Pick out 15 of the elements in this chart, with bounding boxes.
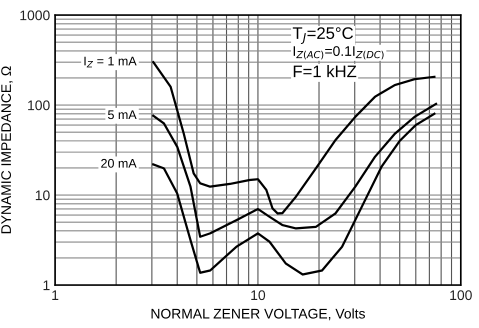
x-tick-label: 100 bbox=[450, 290, 472, 300]
series-label: I$_{Z}$ = 1 mA bbox=[84, 56, 137, 68]
annotation: T$_{J}$=25°C bbox=[292, 27, 353, 44]
x-tick-label: 1 bbox=[52, 290, 58, 300]
y-tick-label: 10 bbox=[36, 190, 50, 200]
x-axis-title: NORMAL ZENER VOLTAGE, Volts bbox=[152, 308, 365, 320]
x-tick-label: 10 bbox=[251, 290, 266, 300]
y-axis-title: DYNAMIC IMPEDANCE, Ω bbox=[1, 66, 13, 234]
series-label: 5 mA bbox=[108, 110, 137, 120]
y-tick-label: 1 bbox=[44, 280, 50, 290]
series-label: 20 mA bbox=[101, 158, 137, 168]
y-tick-label: 100 bbox=[28, 100, 50, 110]
annotation: I$_{Z(AC)}$=0.1I$_{Z(DC)}$ bbox=[294, 46, 384, 60]
annotation: F=1 kHZ bbox=[294, 65, 356, 78]
y-tick-label: 1000 bbox=[20, 10, 50, 20]
